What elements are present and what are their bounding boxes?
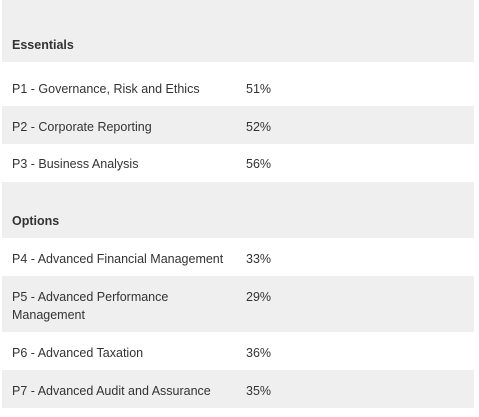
table-row: P5 - Advanced Performance Management 29% <box>2 276 474 332</box>
paper-name: P7 - Advanced Audit and Assurance <box>12 384 211 398</box>
paper-name: P1 - Governance, Risk and Ethics <box>12 82 200 96</box>
paper-name: P6 - Advanced Taxation <box>12 346 144 360</box>
table-row: P4 - Advanced Financial Management 33% <box>2 238 474 276</box>
section-header-options: Options <box>2 182 474 238</box>
pass-rate: 56% <box>246 157 272 171</box>
section-title: Options <box>12 214 60 228</box>
table-row: P6 - Advanced Taxation 36% <box>2 332 474 370</box>
paper-name: P2 - Corporate Reporting <box>12 120 152 134</box>
pass-rates-table: Essentials P1 - Governance, Risk and Eth… <box>2 0 474 408</box>
pass-rate: 33% <box>246 252 272 266</box>
section-header-essentials: Essentials <box>2 0 474 62</box>
pass-rate: 51% <box>246 82 272 96</box>
table-row: P7 - Advanced Audit and Assurance 35% <box>2 370 474 408</box>
pass-rate: 36% <box>246 346 272 360</box>
paper-name: P3 - Business Analysis <box>12 157 139 171</box>
paper-name: P5 - Advanced Performance Management <box>12 290 169 322</box>
table-row: P1 - Governance, Risk and Ethics 51% <box>2 62 474 106</box>
table-row: P2 - Corporate Reporting 52% <box>2 106 474 144</box>
table-row: P3 - Business Analysis 56% <box>2 144 474 182</box>
pass-rate: 35% <box>246 384 272 398</box>
paper-name: P4 - Advanced Financial Management <box>12 252 224 266</box>
pass-rate: 29% <box>246 290 272 304</box>
section-title: Essentials <box>12 38 74 52</box>
pass-rate: 52% <box>246 120 272 134</box>
